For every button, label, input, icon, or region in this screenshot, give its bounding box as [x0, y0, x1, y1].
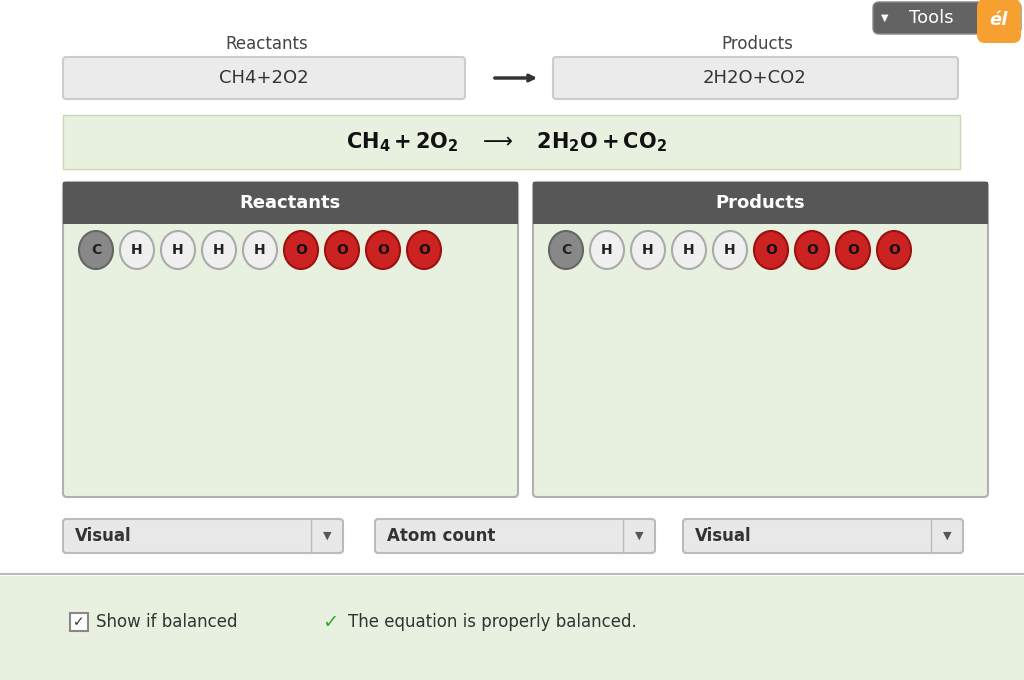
- Bar: [70, 613, 88, 631]
- FancyBboxPatch shape: [534, 182, 988, 497]
- Text: O: O: [336, 243, 348, 257]
- Ellipse shape: [631, 231, 665, 269]
- FancyBboxPatch shape: [683, 519, 963, 553]
- Ellipse shape: [202, 231, 236, 269]
- Text: $\bf{CH_4 + 2O_2}$   $\longrightarrow$   $\bf{2H_2O + CO_2}$: $\bf{CH_4 + 2O_2}$ $\longrightarrow$ $\b…: [346, 130, 668, 154]
- Text: ▼: ▼: [943, 531, 951, 541]
- Text: H: H: [131, 243, 142, 257]
- Text: H: H: [724, 243, 736, 257]
- Ellipse shape: [407, 231, 441, 269]
- Text: Products: Products: [715, 194, 805, 212]
- Ellipse shape: [754, 231, 788, 269]
- Text: Show if balanced: Show if balanced: [96, 613, 238, 631]
- Ellipse shape: [549, 231, 583, 269]
- FancyBboxPatch shape: [977, 0, 1021, 43]
- FancyBboxPatch shape: [63, 182, 518, 497]
- Text: CH4+2O2: CH4+2O2: [219, 69, 309, 87]
- Ellipse shape: [366, 231, 400, 269]
- Text: Visual: Visual: [75, 527, 132, 545]
- Text: H: H: [213, 243, 225, 257]
- Bar: [63, 115, 961, 169]
- Bar: [0, 576, 1024, 680]
- Text: O: O: [418, 243, 430, 257]
- FancyBboxPatch shape: [553, 57, 958, 99]
- Bar: [534, 182, 988, 224]
- Text: H: H: [601, 243, 612, 257]
- Text: The equation is properly balanced.: The equation is properly balanced.: [348, 613, 637, 631]
- Text: Reactants: Reactants: [225, 35, 308, 53]
- Text: O: O: [888, 243, 900, 257]
- Text: O: O: [765, 243, 777, 257]
- Ellipse shape: [161, 231, 195, 269]
- Text: C: C: [561, 243, 571, 257]
- Ellipse shape: [590, 231, 624, 269]
- Bar: [63, 182, 518, 224]
- Ellipse shape: [672, 231, 706, 269]
- Ellipse shape: [243, 231, 278, 269]
- Text: Tools: Tools: [908, 9, 953, 27]
- Text: H: H: [642, 243, 653, 257]
- Text: ▼: ▼: [635, 531, 643, 541]
- Ellipse shape: [713, 231, 746, 269]
- FancyBboxPatch shape: [873, 2, 1021, 34]
- Ellipse shape: [284, 231, 318, 269]
- Text: C: C: [91, 243, 101, 257]
- Text: él: él: [990, 11, 1009, 29]
- Ellipse shape: [325, 231, 359, 269]
- Ellipse shape: [79, 231, 113, 269]
- Text: ✓: ✓: [322, 613, 338, 632]
- FancyBboxPatch shape: [375, 519, 655, 553]
- Text: H: H: [254, 243, 266, 257]
- Text: Visual: Visual: [695, 527, 752, 545]
- Text: O: O: [806, 243, 818, 257]
- Text: 2H2O+CO2: 2H2O+CO2: [703, 69, 807, 87]
- Text: O: O: [847, 243, 859, 257]
- Text: Atom count: Atom count: [387, 527, 496, 545]
- Ellipse shape: [120, 231, 154, 269]
- Ellipse shape: [795, 231, 829, 269]
- Text: Products: Products: [721, 35, 793, 53]
- Ellipse shape: [836, 231, 870, 269]
- Text: H: H: [172, 243, 184, 257]
- Text: Reactants: Reactants: [240, 194, 341, 212]
- FancyBboxPatch shape: [63, 57, 465, 99]
- FancyBboxPatch shape: [63, 519, 343, 553]
- Text: O: O: [377, 243, 389, 257]
- Text: ▼: ▼: [882, 13, 889, 23]
- Text: H: H: [683, 243, 695, 257]
- Text: ✓: ✓: [73, 615, 85, 629]
- Ellipse shape: [877, 231, 911, 269]
- Text: O: O: [295, 243, 307, 257]
- Text: ▼: ▼: [323, 531, 331, 541]
